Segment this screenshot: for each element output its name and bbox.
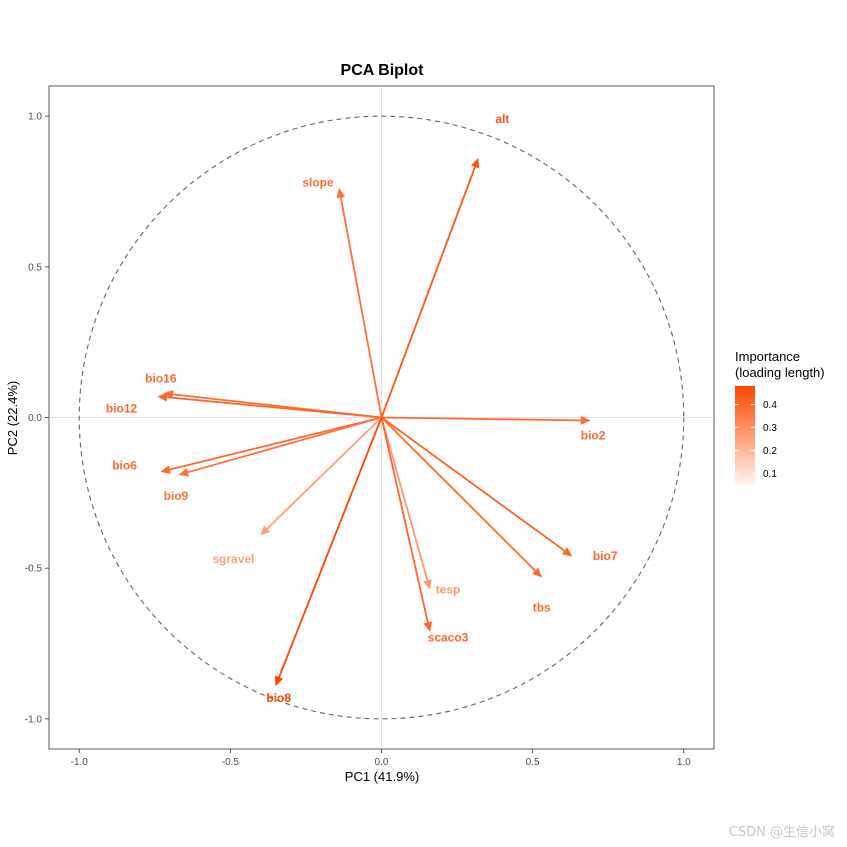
- x-tick-label: 0.5: [526, 757, 540, 768]
- arrow-bio12: [157, 392, 382, 419]
- unit-circle: [78, 115, 685, 720]
- x-tick-label: 1.0: [677, 757, 691, 768]
- x-tick-label: -1.0: [71, 757, 89, 768]
- label-bio12: bio12: [106, 401, 138, 415]
- label-bio2: bio2: [581, 429, 606, 443]
- x-axis: -1.0 -0.5 0.0 0.5 1.0: [71, 749, 691, 768]
- loading-labels: alt slope bio16 bio12 bio2 bio6 bio9 sgravel bio…: [106, 112, 618, 705]
- label-alt: alt: [495, 112, 509, 126]
- legend-tick-label: 0.4: [763, 400, 777, 411]
- arrow-bio7: [380, 416, 573, 557]
- loading-arrows: [157, 157, 591, 687]
- arrow-bio9: [178, 416, 382, 477]
- y-axis: -1.0 -0.5 0.0 0.5 1.0: [25, 112, 49, 725]
- arrow-sgravel: [260, 416, 383, 536]
- arrow-bio6: [160, 416, 382, 474]
- label-bio8: bio8: [266, 691, 291, 705]
- label-sgravel: sgravel: [212, 552, 254, 566]
- label-tesp: tesp: [436, 582, 461, 596]
- label-bio9: bio9: [164, 489, 189, 503]
- arrow-slope: [336, 187, 383, 418]
- x-tick-label: -0.5: [222, 757, 240, 768]
- legend-colorbar: [735, 386, 755, 485]
- arrow-tbs: [380, 416, 543, 578]
- legend-tick-label: 0.2: [763, 446, 777, 457]
- arrow-alt: [380, 157, 480, 418]
- label-bio7: bio7: [593, 549, 618, 563]
- label-tbs: tbs: [533, 600, 551, 614]
- y-tick-label: 0.0: [28, 413, 42, 424]
- y-tick-label: -0.5: [25, 564, 43, 575]
- legend-tick-label: 0.3: [763, 423, 777, 434]
- watermark: CSDN @生信小窝: [729, 824, 835, 840]
- x-axis-title: PC1 (41.9%): [345, 769, 419, 784]
- chart-title: PCA Biplot: [341, 62, 425, 79]
- legend: Importance (loading length) 0.1 0.2 0.3 0.4: [735, 349, 825, 485]
- y-tick-label: 0.5: [28, 262, 42, 273]
- label-scaco3: scaco3: [428, 630, 469, 644]
- arrow-bio8: [275, 417, 383, 687]
- label-bio16: bio16: [145, 371, 177, 385]
- y-tick-label: 1.0: [28, 112, 42, 123]
- legend-tick-label: 0.1: [763, 469, 777, 480]
- legend-title-line1: Importance: [735, 349, 800, 364]
- label-slope: slope: [302, 175, 334, 189]
- y-axis-title: PC2 (22.4%): [5, 381, 20, 455]
- y-tick-label: -1.0: [25, 714, 43, 725]
- x-tick-label: 0.0: [375, 757, 389, 768]
- arrow-bio2: [381, 415, 591, 425]
- arrow-scaco3: [380, 417, 433, 633]
- legend-title-line2: (loading length): [735, 365, 825, 380]
- arrow-tesp: [380, 417, 432, 590]
- correlation-circle: [78, 115, 685, 720]
- label-bio6: bio6: [112, 459, 137, 473]
